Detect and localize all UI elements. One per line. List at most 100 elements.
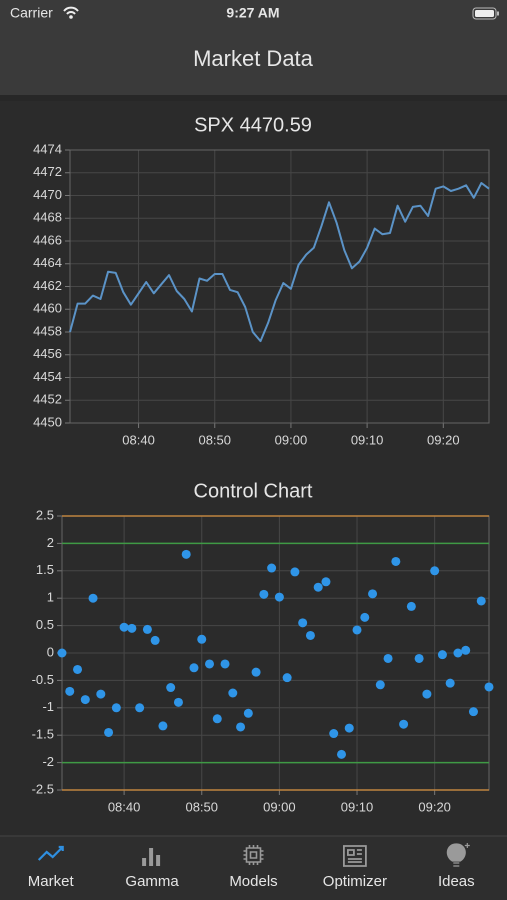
chart-title: Control Chart [194, 480, 313, 502]
point [267, 563, 277, 573]
battery-tip [497, 11, 499, 16]
point [65, 686, 75, 696]
y-tick-label: 4458 [33, 323, 62, 338]
tab-icon [446, 843, 470, 867]
carrier: Carrier [10, 5, 53, 21]
point [189, 663, 199, 673]
y-tick-label: -2 [42, 754, 54, 769]
point [166, 683, 176, 693]
point [461, 645, 471, 655]
x-tick-label: 08:50 [185, 799, 218, 814]
point [205, 659, 215, 669]
point [80, 695, 90, 705]
y-tick-label: 4470 [33, 187, 62, 202]
x-tick-label: 08:40 [122, 432, 155, 447]
point [212, 714, 222, 724]
header-bg [0, 0, 507, 95]
y-tick-label: -1.5 [32, 727, 54, 742]
point [344, 723, 354, 733]
point [197, 634, 207, 644]
header-title: Market Data [193, 46, 314, 71]
wifi-icon [63, 6, 79, 15]
point [150, 635, 160, 645]
battery-level [475, 10, 494, 17]
point [368, 589, 378, 599]
wifi-dot [69, 15, 73, 19]
point [329, 729, 339, 739]
y-tick-label: 4462 [33, 278, 62, 293]
y-tick-label: 2 [47, 535, 54, 550]
tab-icon [37, 845, 64, 861]
point [352, 625, 362, 635]
point [305, 630, 315, 640]
y-tick-label: -0.5 [32, 672, 54, 687]
point [127, 623, 137, 633]
point [57, 648, 67, 658]
y-tick-label: 4454 [33, 369, 62, 384]
tab-icon [343, 845, 367, 867]
x-tick-label: 08:40 [108, 799, 141, 814]
point [445, 678, 455, 688]
point [228, 688, 238, 698]
price-line [69, 182, 490, 343]
x-tick-label: 09:00 [263, 799, 296, 814]
x-tick-label: 09:00 [275, 432, 308, 447]
tab-label[interactable]: Gamma [125, 873, 179, 890]
point [468, 707, 478, 717]
point [173, 697, 183, 707]
battery [472, 7, 497, 20]
y-tick-label: 2.5 [36, 507, 54, 522]
point [274, 592, 284, 602]
point [321, 577, 331, 587]
point [313, 582, 323, 592]
point [399, 719, 409, 729]
point [142, 624, 152, 634]
point [220, 659, 230, 669]
y-tick-label: 1.5 [36, 562, 54, 577]
point [158, 721, 168, 731]
x-tick-label: 09:20 [418, 799, 451, 814]
point [96, 689, 106, 699]
y-tick-label: 0.5 [36, 617, 54, 632]
tab-label[interactable]: Ideas [438, 873, 475, 890]
x-tick-label: 09:10 [351, 432, 384, 447]
y-tick-label: 4474 [33, 141, 62, 156]
point [383, 653, 393, 663]
point [259, 589, 269, 599]
point [243, 708, 253, 718]
tab-label[interactable]: Optimizer [323, 873, 387, 890]
tab-label[interactable]: Market [28, 873, 75, 890]
y-tick-label: 4450 [33, 414, 62, 429]
point [104, 727, 114, 737]
tab-icon [142, 848, 161, 866]
tab-label[interactable]: Models [229, 873, 277, 890]
y-tick-label: 4466 [33, 232, 62, 247]
point [484, 682, 494, 692]
point [236, 722, 246, 732]
point [360, 612, 370, 622]
point [251, 667, 261, 677]
point [282, 673, 292, 683]
y-tick-label: -2.5 [32, 781, 54, 796]
point [88, 593, 98, 603]
y-tick-label: 4452 [33, 392, 62, 407]
point [453, 648, 463, 658]
point [336, 749, 346, 759]
y-tick-label: 1 [47, 590, 54, 605]
point [406, 601, 416, 611]
point [298, 618, 308, 628]
point [430, 566, 440, 576]
plot-border [69, 149, 490, 424]
y-tick-label: 4460 [33, 301, 62, 316]
point [119, 622, 129, 632]
header-shadow [0, 95, 507, 101]
point [422, 689, 432, 699]
tab-icon [243, 845, 264, 865]
y-tick-label: 4472 [33, 164, 62, 179]
clock: 9:27 AM [226, 5, 279, 21]
y-tick-label: 0 [47, 644, 54, 659]
point [391, 556, 401, 566]
point [476, 596, 486, 606]
